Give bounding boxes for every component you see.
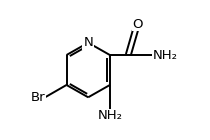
Text: NH₂: NH₂	[153, 49, 178, 61]
Text: Br: Br	[30, 91, 45, 104]
Text: NH₂: NH₂	[97, 109, 122, 122]
Text: O: O	[133, 18, 143, 31]
Text: N: N	[83, 36, 93, 49]
